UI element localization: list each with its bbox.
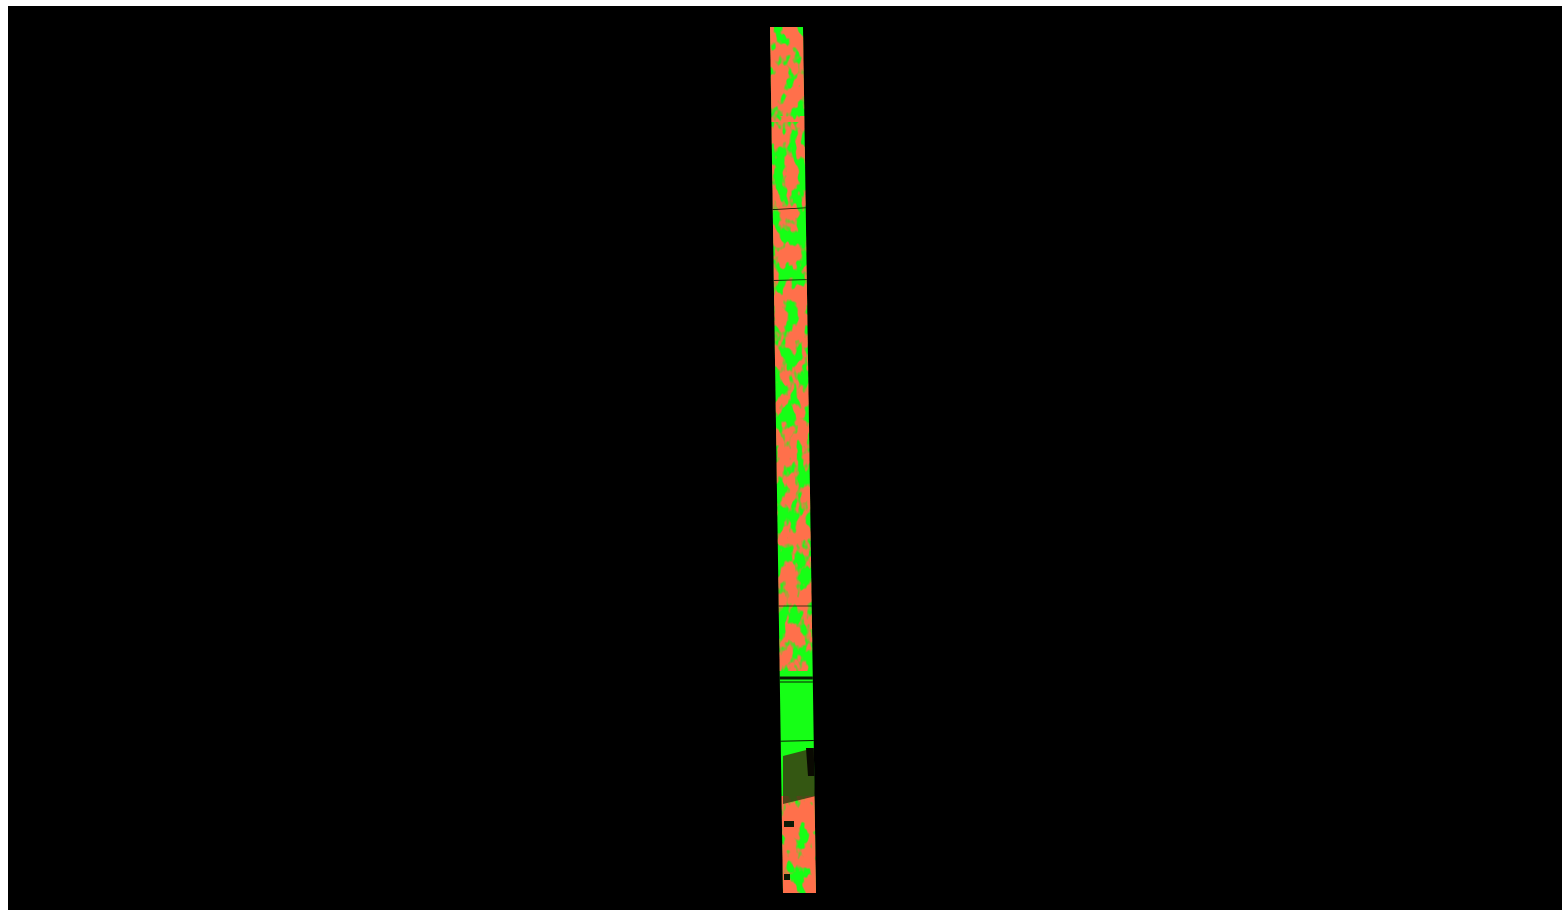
strip-high-value-region: [770, 116, 816, 671]
raster-strip-canvas: [770, 27, 816, 893]
strip-dark-artifact: [784, 874, 790, 880]
strip-top-region: [770, 27, 816, 122]
raster-strip: [770, 27, 816, 893]
strip-seam-line: [770, 205, 816, 212]
strip-dark-artifact: [784, 821, 794, 827]
strip-seam-line: [770, 739, 816, 743]
strip-dark-artifact: [806, 748, 816, 776]
strip-bottom-region: [770, 796, 816, 893]
map-viewport[interactable]: [8, 6, 1562, 910]
strip-seam-line: [770, 278, 816, 282]
